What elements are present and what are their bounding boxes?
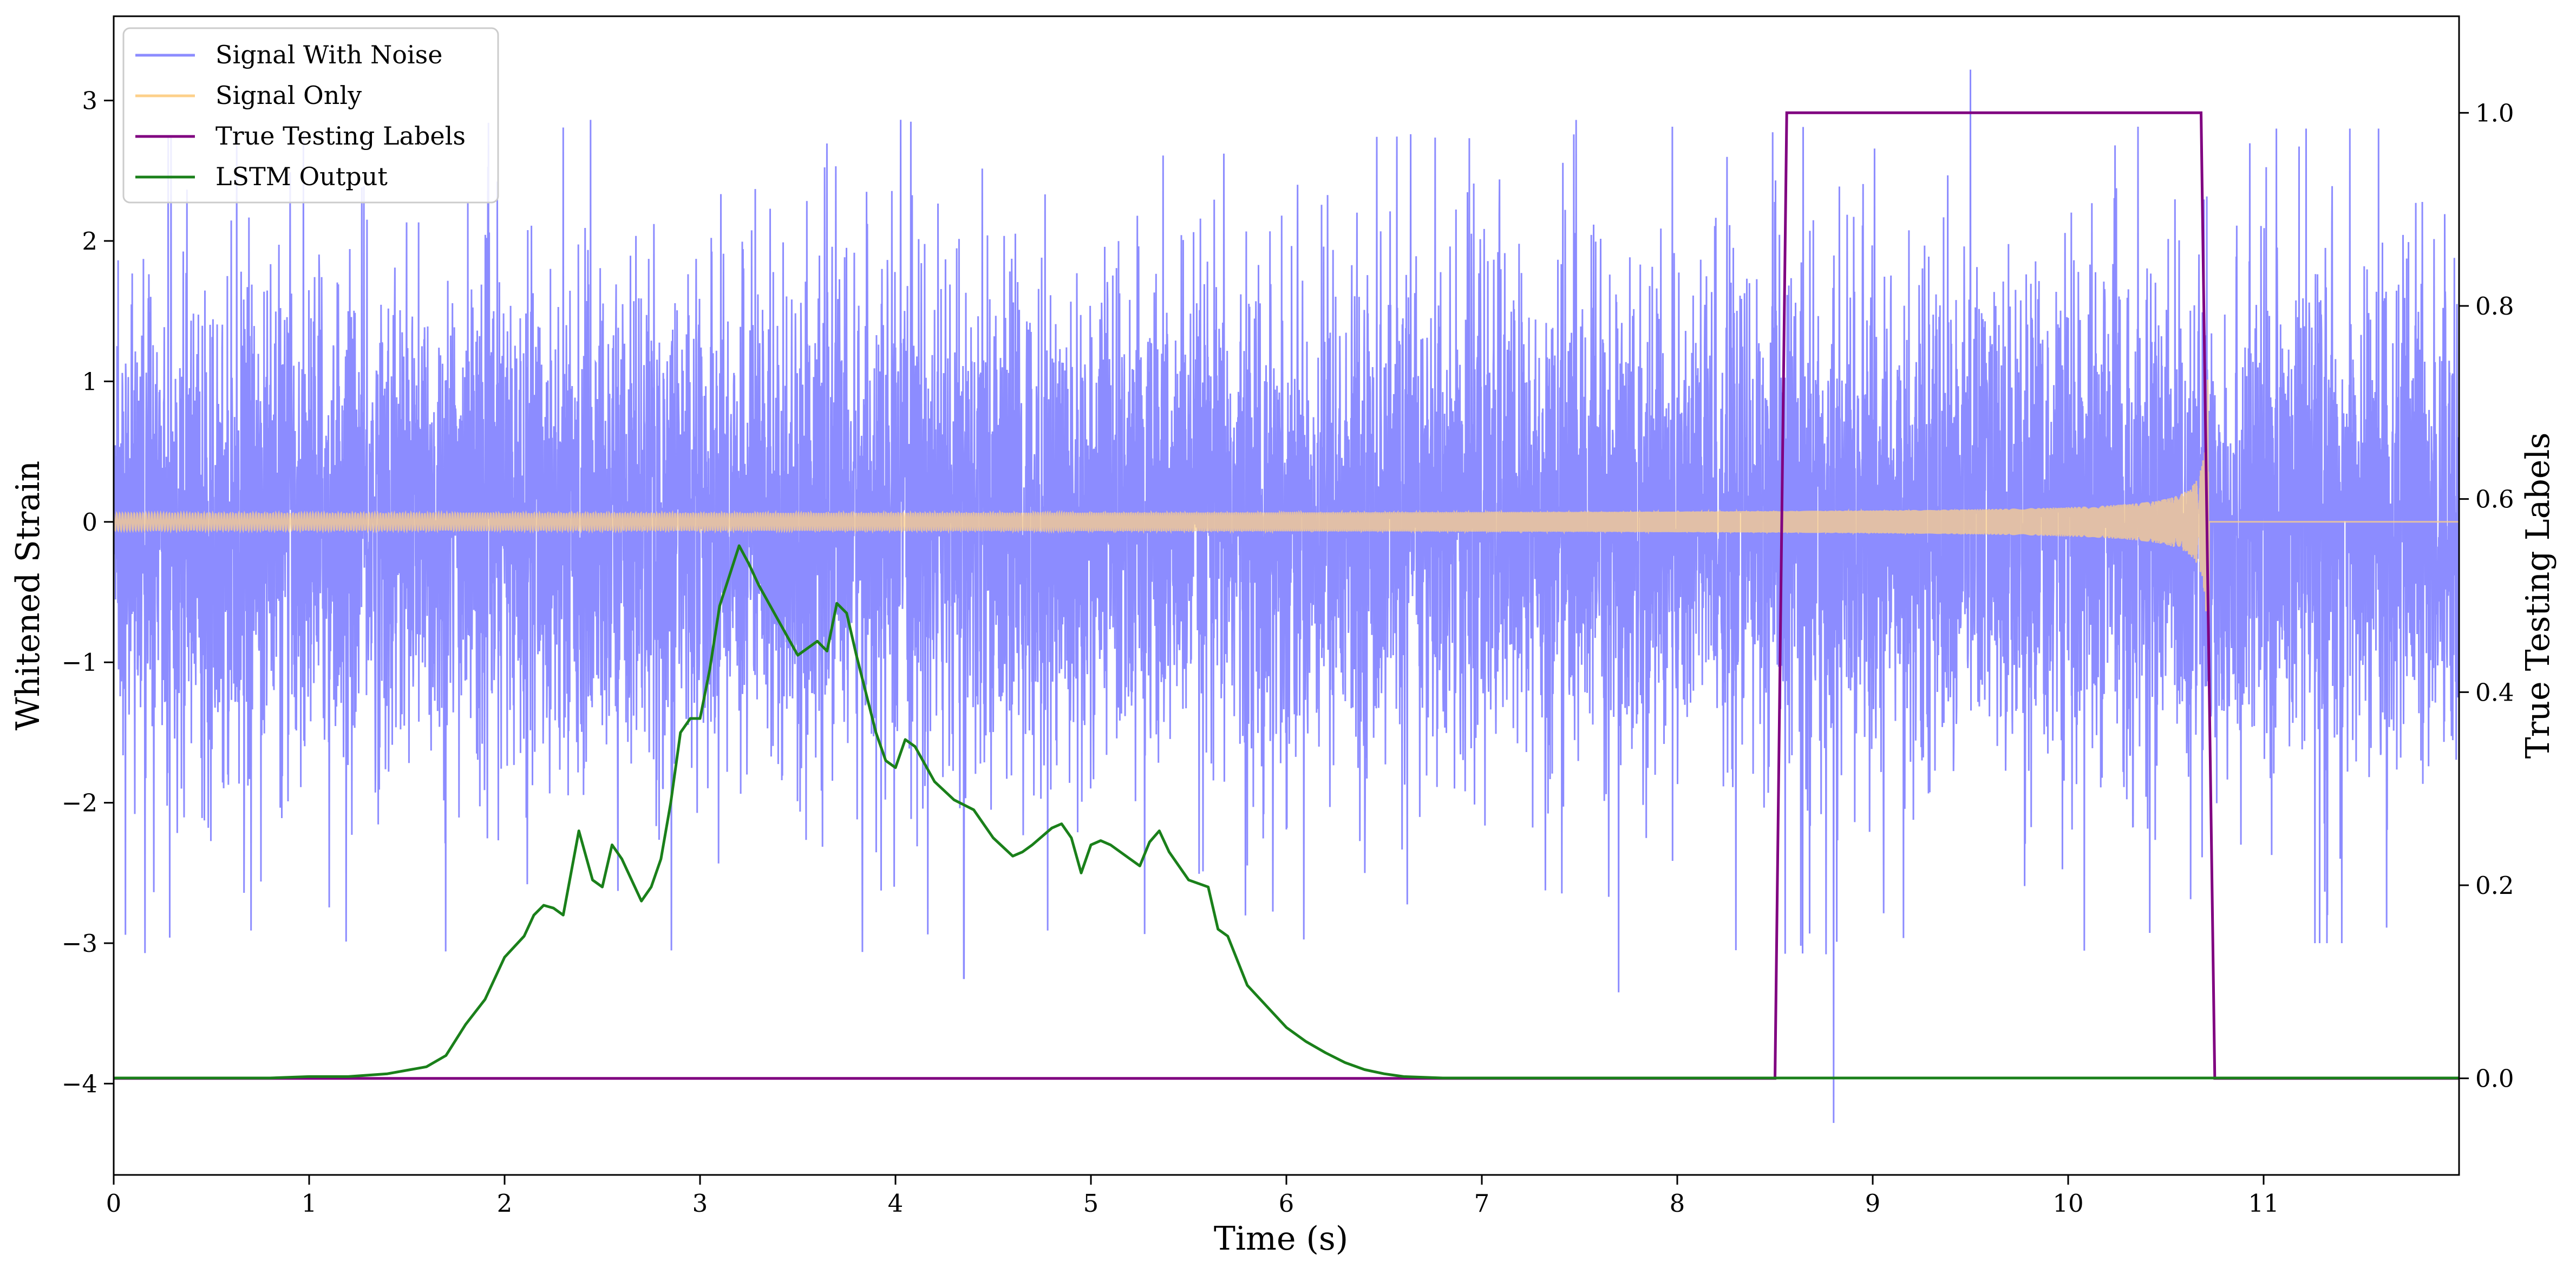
x-tick-label: 5 [1083, 1189, 1099, 1218]
x-tick-label: 7 [1474, 1189, 1490, 1218]
legend-label-labels: True Testing Labels [215, 121, 466, 151]
y-tick-label: −1 [62, 648, 97, 677]
x-tick-label: 9 [1865, 1189, 1881, 1218]
lstm-series-layer [114, 544, 2459, 1080]
y-tick-label: 3 [82, 87, 97, 115]
x-axis-ticks: 0 1 2 3 4 5 6 7 8 9 10 11 [106, 1175, 2279, 1218]
y-right-tick-label: 0.0 [2475, 1064, 2514, 1093]
y-axis-right-title: True Testing Labels [2519, 433, 2557, 759]
x-tick-label: 4 [888, 1189, 904, 1218]
y-axis-right-ticks: 0.0 0.2 0.4 0.6 0.8 1.0 [2459, 99, 2514, 1093]
legend: Signal With Noise Signal Only True Testi… [122, 27, 499, 204]
x-tick-label: 0 [106, 1189, 122, 1218]
y-right-tick-label: 0.8 [2475, 292, 2514, 321]
y-tick-label: −4 [62, 1069, 97, 1098]
y-right-tick-label: 1.0 [2475, 99, 2514, 127]
x-tick-label: 10 [2052, 1189, 2083, 1218]
x-tick-label: 2 [497, 1189, 513, 1218]
y-right-tick-label: 0.4 [2475, 678, 2514, 707]
noise-series-layer [114, 69, 2459, 1123]
x-tick-label: 6 [1279, 1189, 1294, 1218]
legend-label-signal: Signal Only [215, 81, 362, 110]
series-signal-only [114, 380, 2459, 657]
y-right-tick-label: 0.2 [2475, 871, 2514, 900]
x-tick-label: 1 [302, 1189, 317, 1218]
x-tick-label: 8 [1670, 1189, 1685, 1218]
y-tick-label: 0 [82, 508, 97, 537]
y-tick-label: −3 [62, 929, 97, 958]
x-tick-label: 11 [2248, 1189, 2279, 1218]
y-right-tick-label: 0.6 [2475, 485, 2514, 514]
y-axis-ticks: −4 −3 −2 −1 0 1 2 3 [62, 87, 114, 1098]
y-tick-label: −2 [62, 789, 97, 818]
y-axis-title: Whitened Strain [9, 461, 47, 730]
y-tick-label: 1 [82, 367, 97, 396]
x-tick-label: 3 [692, 1189, 708, 1218]
y-tick-label: 2 [82, 227, 97, 256]
series-lstm-output [114, 544, 2459, 1080]
signal-series-layer [114, 380, 2459, 657]
series-signal-with-noise [114, 69, 2459, 1123]
legend-label-lstm: LSTM Output [215, 162, 388, 191]
x-axis-title: Time (s) [1214, 1220, 1348, 1258]
legend-label-noise: Signal With Noise [215, 40, 442, 69]
legend-box [122, 27, 499, 204]
